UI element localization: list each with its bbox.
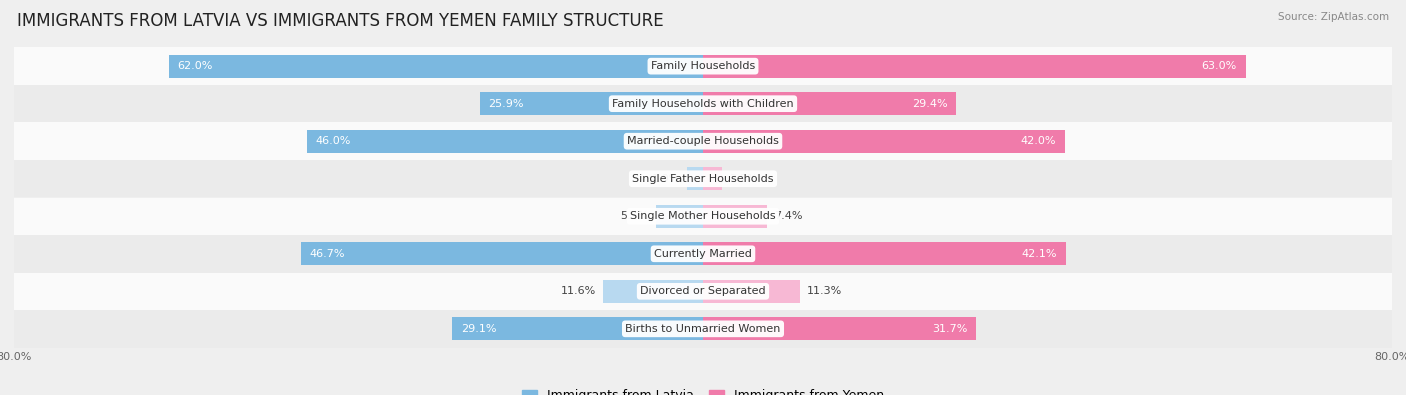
Bar [703,130,1064,153]
Text: Source: ZipAtlas.com: Source: ZipAtlas.com [1278,12,1389,22]
Text: Married-couple Households: Married-couple Households [627,136,779,146]
Bar [14,85,1392,122]
Text: 31.7%: 31.7% [932,324,967,334]
Text: 62.0%: 62.0% [177,61,214,71]
Bar [703,167,721,190]
Text: Single Father Households: Single Father Households [633,174,773,184]
Text: 42.1%: 42.1% [1021,249,1057,259]
Text: 11.3%: 11.3% [807,286,842,296]
Text: 25.9%: 25.9% [488,99,524,109]
Bar [14,198,1392,235]
Bar [169,55,703,78]
Text: Currently Married: Currently Married [654,249,752,259]
Bar [14,47,1392,85]
Text: 1.9%: 1.9% [651,174,679,184]
Bar [14,273,1392,310]
Text: Family Households with Children: Family Households with Children [612,99,794,109]
Bar [307,130,703,153]
Bar [703,92,956,115]
Text: 46.7%: 46.7% [309,249,344,259]
Bar [603,280,703,303]
Text: 46.0%: 46.0% [315,136,352,146]
Text: 11.6%: 11.6% [561,286,596,296]
Bar [14,122,1392,160]
Bar [655,205,703,228]
Text: Single Mother Households: Single Mother Households [630,211,776,221]
Text: 29.1%: 29.1% [461,324,496,334]
Legend: Immigrants from Latvia, Immigrants from Yemen: Immigrants from Latvia, Immigrants from … [517,384,889,395]
Text: 2.2%: 2.2% [728,174,758,184]
Bar [301,242,703,265]
Bar [453,317,703,340]
Text: 7.4%: 7.4% [773,211,801,221]
Text: 29.4%: 29.4% [912,99,948,109]
Text: Family Households: Family Households [651,61,755,71]
Text: IMMIGRANTS FROM LATVIA VS IMMIGRANTS FROM YEMEN FAMILY STRUCTURE: IMMIGRANTS FROM LATVIA VS IMMIGRANTS FRO… [17,12,664,30]
Bar [703,317,976,340]
Text: 42.0%: 42.0% [1021,136,1056,146]
Text: 5.5%: 5.5% [620,211,648,221]
Bar [686,167,703,190]
Bar [703,55,1246,78]
Bar [479,92,703,115]
Text: Divorced or Separated: Divorced or Separated [640,286,766,296]
Text: 63.0%: 63.0% [1202,61,1237,71]
Bar [703,242,1066,265]
Bar [703,205,766,228]
Bar [14,160,1392,198]
Bar [14,235,1392,273]
Bar [703,280,800,303]
Bar [14,310,1392,348]
Text: Births to Unmarried Women: Births to Unmarried Women [626,324,780,334]
